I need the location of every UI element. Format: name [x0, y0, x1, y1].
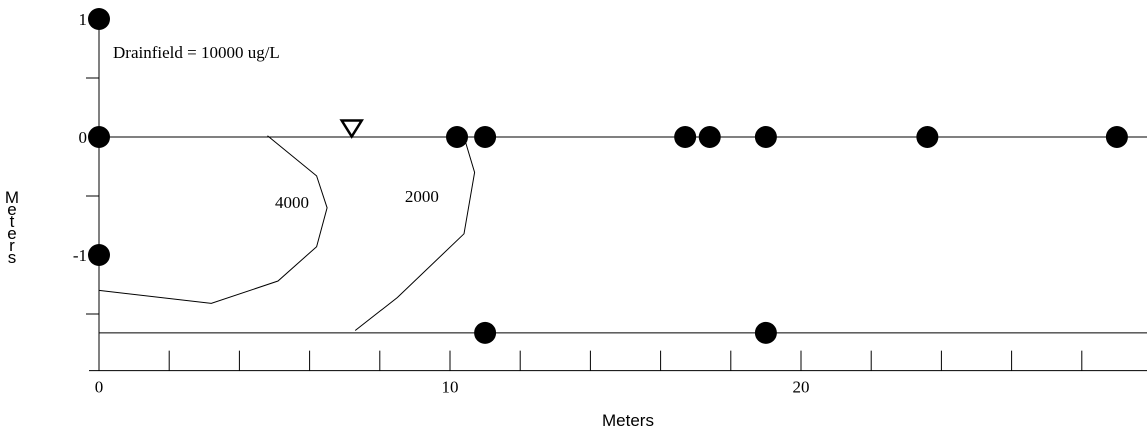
reference-lines: [99, 136, 1147, 334]
y-axis-label-letter: e: [7, 224, 16, 243]
drainfield-annotation: Drainfield = 10000 ug/L: [113, 43, 280, 62]
y-axis-label-letter: e: [7, 200, 16, 219]
data-point: [916, 126, 939, 148]
contour-lines: 4000 2000: [98, 119, 476, 331]
contour-label-4000: 4000: [275, 193, 309, 212]
y-tick-label: -1: [73, 246, 87, 265]
data-point: [1105, 126, 1128, 148]
water-table-symbol: [339, 119, 364, 139]
y-axis-label-letter: s: [8, 248, 17, 267]
contour-4000: [98, 135, 328, 304]
y-axis-label-letter: r: [9, 236, 15, 255]
y-tick-label: 1: [79, 10, 88, 29]
data-point: [754, 126, 777, 148]
x-tick-label: 10: [442, 378, 459, 397]
x-tick-label: 0: [95, 378, 104, 397]
data-point: [88, 8, 110, 30]
data-point: [474, 126, 497, 148]
contour-label-2000: 2000: [405, 187, 439, 206]
data-point: [674, 126, 697, 148]
contour-2000: [354, 136, 476, 331]
data-point: [698, 126, 721, 148]
data-point: [446, 126, 469, 148]
data-points: [88, 8, 1128, 344]
axes: 10-10 10 20: [73, 10, 1147, 397]
x-axis-label: Meters: [602, 411, 654, 430]
data-point: [88, 244, 110, 266]
x-tick-label: 20: [793, 378, 810, 397]
data-point: [88, 126, 110, 148]
data-point: [754, 321, 777, 344]
data-point: [474, 321, 497, 344]
y-tick-label: 0: [79, 128, 88, 147]
y-axis-label-letter: M: [5, 188, 19, 207]
y-axis-label-letter: t: [10, 212, 15, 231]
